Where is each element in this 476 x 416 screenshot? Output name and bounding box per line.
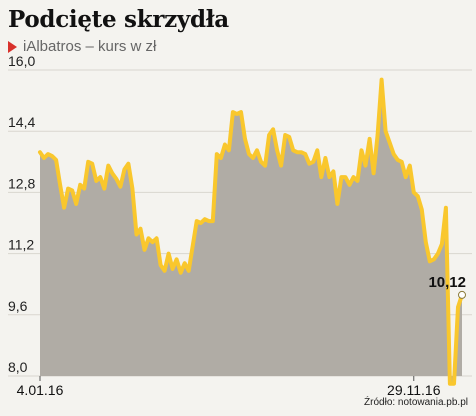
chart-subtitle: iAlbatros – kurs w zł bbox=[8, 38, 156, 55]
y-tick-label: 12,8 bbox=[8, 175, 35, 191]
x-tick-label: 29.11.16 bbox=[387, 382, 441, 398]
triangle-icon bbox=[8, 40, 17, 53]
x-tick-label: 4.01.16 bbox=[17, 382, 64, 398]
last-value-label: 10,12 bbox=[428, 274, 466, 291]
source-note: Źródło: notowania.pb.pl bbox=[364, 397, 468, 408]
price-area bbox=[40, 79, 462, 384]
y-tick-label: 16,0 bbox=[8, 53, 35, 69]
last-value-marker bbox=[458, 290, 466, 299]
chart-title: Podcięte skrzydła bbox=[8, 6, 229, 33]
y-tick-label: 14,4 bbox=[8, 114, 35, 130]
y-tick-label: 8,0 bbox=[8, 359, 28, 375]
price-line bbox=[38, 77, 464, 386]
x-axis: 4.01.16 29.11.16 bbox=[17, 376, 441, 398]
y-tick-label: 11,2 bbox=[8, 237, 34, 253]
y-axis: 16,0 14,4 12,8 11,2 9,6 8,0 bbox=[8, 53, 35, 375]
y-tick-label: 9,6 bbox=[8, 298, 28, 314]
subtitle-text: iAlbatros – kurs w zł bbox=[23, 38, 157, 55]
